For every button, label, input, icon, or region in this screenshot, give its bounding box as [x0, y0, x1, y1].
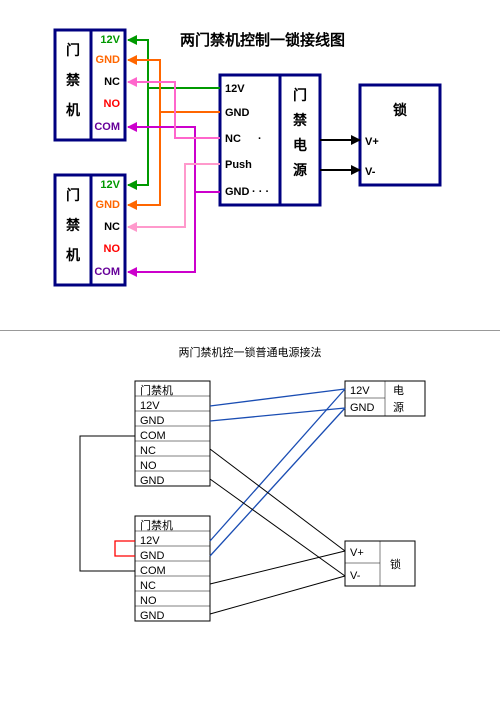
page: 两门禁机控制一锁接线图 门 禁 机 12V GND NC NO COM 门 禁 … — [0, 0, 500, 707]
ctrl-char-4: 源 — [293, 162, 307, 178]
d2-r2-gnd: GND — [140, 550, 165, 562]
r2-pin-nc: NC — [104, 221, 120, 233]
d2-r2-no: NO — [140, 595, 157, 607]
d2-wire-pwr-1 — [210, 389, 345, 406]
ctrl-pin-push: Push — [225, 159, 252, 171]
d2-r1-gnd: GND — [140, 415, 165, 427]
d2-wire-pwr-4 — [210, 408, 345, 556]
d2-wire-pwr-2 — [210, 408, 345, 421]
ctrl-char-2: 禁 — [293, 112, 307, 128]
lock-vminus: V- — [365, 166, 376, 178]
lock-vplus: V+ — [365, 136, 379, 148]
d2-wire-x4 — [210, 576, 345, 614]
d2-wire-red — [115, 541, 135, 556]
reader-2-char-1: 门 — [66, 187, 80, 203]
d2-wire-x3 — [210, 551, 345, 584]
d2-r2-nc: NC — [140, 580, 156, 592]
ctrl-nc-dots: · — [258, 133, 262, 145]
ctrl-char-3: 电 — [293, 137, 307, 153]
r1-pin-no: NO — [104, 98, 121, 110]
r1-pin-com: COM — [94, 121, 120, 133]
reader-2-char-2: 禁 — [66, 217, 80, 233]
d2-r1-no: NO — [140, 460, 157, 472]
d2-wire-x2 — [210, 479, 345, 576]
r1-pin-12v: 12V — [100, 34, 120, 46]
d2-r2-title: 门禁机 — [140, 518, 173, 532]
reader-1-char-1: 门 — [66, 42, 80, 58]
d2-power-gnd: GND — [350, 402, 375, 414]
d2-r2-12v: 12V — [140, 535, 160, 547]
d2-r1-title: 门禁机 — [140, 383, 173, 397]
reader-1-char-2: 禁 — [66, 72, 80, 88]
d2-wire-pwr-3 — [210, 389, 345, 541]
d2-lock-vm: V- — [350, 570, 361, 582]
d2-r1-12v: 12V — [140, 400, 160, 412]
d2-lock-vp: V+ — [350, 547, 364, 559]
ctrl-pin-nc: NC — [225, 133, 241, 145]
diagram-2: 两门禁机控一锁普通电源接法 门禁机 12V GND COM NC NO GND … — [0, 330, 500, 701]
r1-pin-gnd: GND — [96, 54, 121, 66]
r2-pin-gnd: GND — [96, 199, 121, 211]
lock-label: 锁 — [393, 102, 407, 118]
wire-nc-1 — [128, 82, 220, 138]
reader-1-char-3: 机 — [66, 102, 80, 118]
d2-r1-gnd2: GND — [140, 475, 165, 487]
d2-r1-nc: NC — [140, 445, 156, 457]
diagram2-title: 两门禁机控一锁普通电源接法 — [179, 345, 322, 359]
d2-r2-com: COM — [140, 565, 166, 577]
ctrl-char-1: 门 — [293, 87, 307, 103]
reader-2-char-3: 机 — [66, 247, 80, 263]
ctrl-gnd-dots: · · · — [252, 186, 269, 198]
wire-nc-2 — [128, 164, 220, 227]
d2-power-12v: 12V — [350, 385, 370, 397]
ctrl-pin-12v: 12V — [225, 83, 245, 95]
diagram-1: 两门禁机控制一锁接线图 门 禁 机 12V GND NC NO COM 门 禁 … — [0, 0, 500, 330]
d2-r1-com: COM — [140, 430, 166, 442]
r1-pin-nc: NC — [104, 76, 120, 88]
d2-left-bracket — [80, 436, 135, 571]
d2-power-right2: 源 — [393, 400, 404, 414]
d2-lock-right: 锁 — [390, 557, 401, 571]
diagram1-title: 两门禁机控制一锁接线图 — [180, 31, 345, 49]
d2-power-right1: 电 — [393, 384, 404, 397]
wire-12v-2 — [128, 88, 148, 185]
ctrl-pin-gnd2: GND — [225, 186, 250, 198]
wire-gnd-2 — [128, 112, 160, 205]
r2-pin-com: COM — [94, 266, 120, 278]
ctrl-pin-gnd: GND — [225, 107, 250, 119]
r2-pin-12v: 12V — [100, 179, 120, 191]
d2-r2-gnd2: GND — [140, 610, 165, 622]
r2-pin-no: NO — [104, 243, 121, 255]
